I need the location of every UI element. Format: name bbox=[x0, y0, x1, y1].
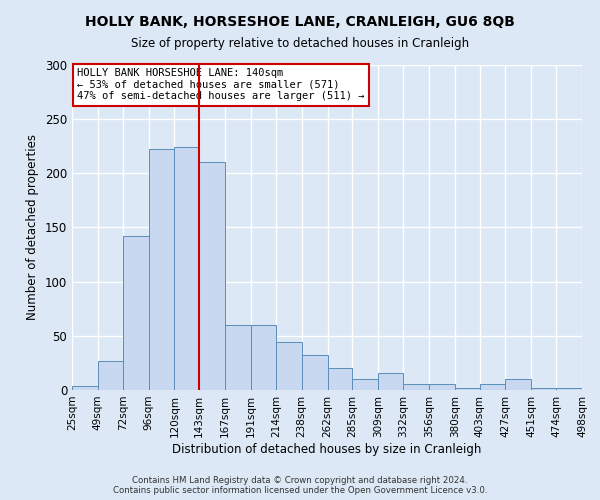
Text: HOLLY BANK HORSESHOE LANE: 140sqm
← 53% of detached houses are smaller (571)
47%: HOLLY BANK HORSESHOE LANE: 140sqm ← 53% … bbox=[77, 68, 365, 102]
Bar bbox=[479, 384, 505, 390]
Bar bbox=[199, 162, 225, 390]
Bar bbox=[378, 372, 403, 390]
Bar bbox=[175, 148, 199, 390]
Bar bbox=[276, 342, 302, 390]
Bar bbox=[328, 368, 352, 390]
Y-axis label: Number of detached properties: Number of detached properties bbox=[26, 134, 40, 320]
Text: Size of property relative to detached houses in Cranleigh: Size of property relative to detached ho… bbox=[131, 38, 469, 51]
Text: HOLLY BANK, HORSESHOE LANE, CRANLEIGH, GU6 8QB: HOLLY BANK, HORSESHOE LANE, CRANLEIGH, G… bbox=[85, 15, 515, 29]
Bar bbox=[149, 150, 175, 390]
Bar bbox=[505, 379, 532, 390]
Bar bbox=[72, 386, 98, 390]
X-axis label: Distribution of detached houses by size in Cranleigh: Distribution of detached houses by size … bbox=[172, 442, 482, 456]
Bar bbox=[556, 388, 582, 390]
Bar bbox=[403, 384, 429, 390]
Text: Contains HM Land Registry data © Crown copyright and database right 2024.
Contai: Contains HM Land Registry data © Crown c… bbox=[113, 476, 487, 495]
Bar bbox=[429, 384, 455, 390]
Bar bbox=[302, 356, 328, 390]
Bar bbox=[352, 379, 378, 390]
Bar bbox=[251, 325, 276, 390]
Bar bbox=[122, 236, 149, 390]
Bar bbox=[98, 361, 122, 390]
Bar bbox=[225, 325, 251, 390]
Bar bbox=[455, 388, 479, 390]
Bar bbox=[532, 388, 556, 390]
